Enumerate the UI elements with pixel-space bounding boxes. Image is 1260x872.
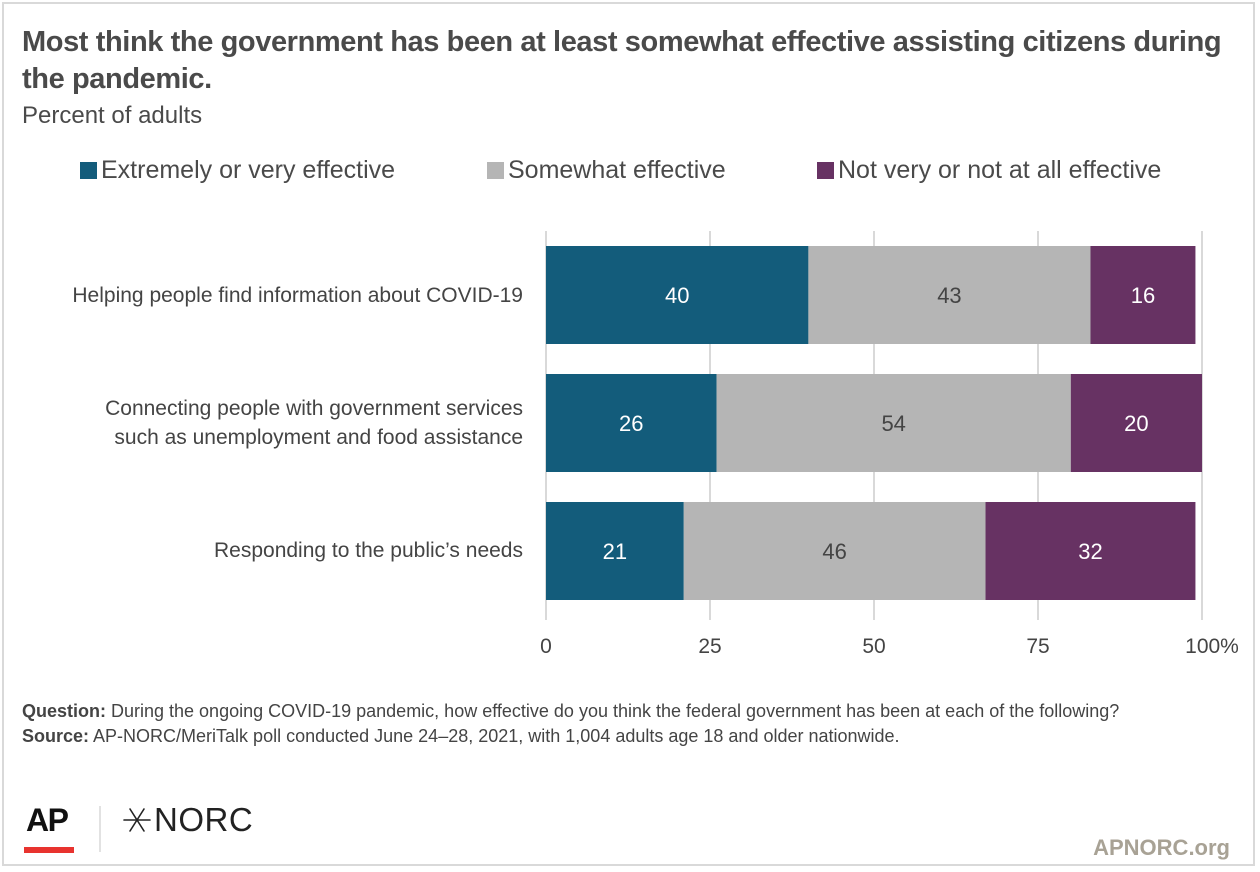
question-label: Question: [22, 701, 106, 721]
bar-segment [808, 246, 1091, 344]
footer-notes: Question: During the ongoing COVID-19 pa… [22, 699, 1237, 749]
chart-title: Most think the government has been at le… [22, 26, 1222, 95]
norc-logo: NORC [122, 801, 253, 839]
source-note: Source: AP-NORC/MeriTalk poll conducted … [22, 724, 1237, 749]
question-text: During the ongoing COVID-19 pandemic, ho… [106, 701, 1120, 721]
legend-swatch [80, 162, 97, 179]
category-label-line: Connecting people with government servic… [105, 397, 523, 420]
x-tick-label: 50 [862, 635, 885, 658]
source-text: AP-NORC/MeriTalk poll conducted June 24–… [89, 726, 900, 746]
data-label: 54 [881, 411, 905, 436]
bar-segment [546, 374, 717, 472]
bar-segment [1070, 374, 1202, 472]
norc-logo-text: NORC [154, 801, 254, 838]
norc-star-icon [123, 808, 151, 832]
category-label-line: Helping people find information about CO… [72, 284, 523, 307]
bar-segment [716, 374, 1071, 472]
question-note: Question: During the ongoing COVID-19 pa… [22, 699, 1237, 724]
chart-subtitle: Percent of adults [22, 102, 203, 129]
legend-item-extremely-very-effective: Extremely or very effective [80, 156, 395, 185]
category-label: Helping people find information about CO… [72, 281, 523, 310]
data-label: 16 [1131, 283, 1155, 308]
legend-swatch [487, 162, 504, 179]
source-label: Source: [22, 726, 90, 746]
x-tick-label: 100% [1185, 635, 1239, 658]
x-tick-label: 0 [540, 635, 552, 658]
x-tick-label: 75 [1026, 635, 1049, 658]
legend-item-somewhat-effective: Somewhat effective [487, 156, 726, 185]
logo-divider [99, 806, 101, 852]
data-label: 20 [1124, 411, 1148, 436]
data-label: 21 [603, 539, 627, 564]
x-tick-label: 25 [698, 635, 721, 658]
data-label: 26 [619, 411, 643, 436]
bar-segment [546, 246, 809, 344]
legend-label: Somewhat effective [508, 156, 726, 184]
data-label: 46 [822, 539, 846, 564]
bar-segment [683, 502, 986, 600]
data-label: 32 [1078, 539, 1102, 564]
legend-item-not-effective: Not very or not at all effective [817, 156, 1161, 185]
bar-segment [546, 502, 684, 600]
category-label: Responding to the public’s needs [214, 536, 523, 565]
apnorc-site-link[interactable]: APNORC.org [1093, 835, 1230, 860]
category-label: Connecting people with government servic… [105, 394, 523, 452]
legend-label: Extremely or very effective [101, 156, 396, 184]
legend-swatch [817, 162, 834, 179]
bar-segment [985, 502, 1196, 600]
ap-logo: AP [26, 802, 69, 838]
data-label: 43 [937, 283, 961, 308]
data-label: 40 [665, 283, 689, 308]
bar-segment [1090, 246, 1196, 344]
ap-logo-underline [24, 847, 74, 853]
legend-label: Not very or not at all effective [838, 156, 1162, 184]
category-label-line: such as unemployment and food assistance [114, 426, 523, 449]
category-label-line: Responding to the public’s needs [213, 539, 523, 562]
